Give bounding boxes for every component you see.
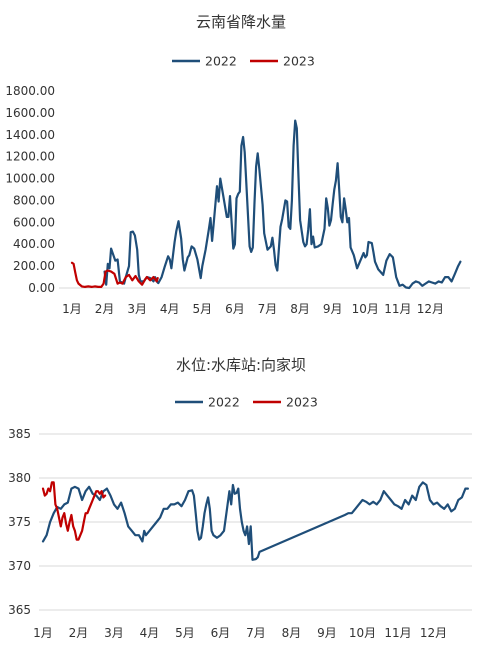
series-line-2022 <box>41 481 469 561</box>
x-tick-label: 12月 <box>417 302 444 316</box>
x-tick-label: 8月 <box>282 626 302 640</box>
legend-label-2022: 2022 <box>208 395 240 410</box>
y-tick-label: 800.00 <box>13 193 55 207</box>
series-line-2023 <box>41 481 107 541</box>
x-tick-label: 5月 <box>175 626 195 640</box>
precipitation-chart: 云南省降水量 2022 2023 1800.00 1600.00 1400.00 12… <box>5 13 470 316</box>
x-tick-label: 4月 <box>160 302 180 316</box>
x-tick-label: 1月 <box>33 626 53 640</box>
y-tick-label: 375 <box>8 515 31 529</box>
series-line-2022 <box>103 119 462 290</box>
legend: 2022 2023 <box>172 54 315 69</box>
x-tick-label: 12月 <box>420 626 447 640</box>
legend: 2022 2023 <box>175 395 318 410</box>
x-axis: 1月 2月 3月 4月 5月 6月 7月 8月 9月 10月 11月 12月 <box>62 302 444 316</box>
x-tick-label: 11月 <box>384 626 411 640</box>
x-tick-label: 10月 <box>349 626 376 640</box>
chart-title: 水位:水库站:向家坝 <box>176 356 306 374</box>
x-tick-label: 9月 <box>323 302 343 316</box>
y-tick-label: 380 <box>8 471 31 485</box>
x-tick-label: 4月 <box>140 626 160 640</box>
y-tick-label: 385 <box>8 427 31 441</box>
x-tick-label: 2月 <box>69 626 89 640</box>
y-tick-label: 1600.00 <box>5 106 55 120</box>
x-tick-label: 2月 <box>95 302 115 316</box>
y-tick-label: 370 <box>8 559 31 573</box>
x-tick-label: 6月 <box>225 302 245 316</box>
x-tick-label: 9月 <box>317 626 337 640</box>
x-tick-label: 3月 <box>127 302 147 316</box>
y-tick-label: 0.00 <box>28 281 55 295</box>
legend-label-2022: 2022 <box>205 54 237 69</box>
x-axis: 1月 2月 3月 4月 5月 6月 7月 8月 9月 10月 11月 12月 <box>33 626 447 640</box>
y-tick-label: 365 <box>8 603 31 617</box>
y-tick-label: 1000.00 <box>5 172 55 186</box>
water-level-chart: 水位:水库站:向家坝 2022 2023 385 380 375 370 365 1月 2… <box>8 356 472 640</box>
plot-area <box>70 119 462 290</box>
x-tick-label: 7月 <box>246 626 266 640</box>
x-tick-label: 7月 <box>258 302 278 316</box>
y-axis: 385 380 375 370 365 <box>8 427 31 617</box>
x-tick-label: 10月 <box>352 302 379 316</box>
legend-label-2023: 2023 <box>283 54 315 69</box>
x-tick-label: 5月 <box>193 302 213 316</box>
y-tick-label: 1400.00 <box>5 128 55 142</box>
y-axis: 1800.00 1600.00 1400.00 1200.00 1000.00 800.0… <box>5 84 55 295</box>
plot-area <box>41 481 469 561</box>
gridlines <box>39 433 472 611</box>
y-tick-label: 1200.00 <box>5 150 55 164</box>
y-tick-label: 1800.00 <box>5 84 55 98</box>
x-tick-label: 8月 <box>290 302 310 316</box>
y-tick-label: 400.00 <box>13 237 55 251</box>
x-tick-label: 11月 <box>384 302 411 316</box>
y-tick-label: 600.00 <box>13 215 55 229</box>
y-tick-label: 200.00 <box>13 259 55 273</box>
x-tick-label: 3月 <box>104 626 124 640</box>
chart-title: 云南省降水量 <box>196 13 286 31</box>
x-tick-label: 1月 <box>62 302 82 316</box>
series-line-2023 <box>70 261 159 288</box>
legend-label-2023: 2023 <box>286 395 318 410</box>
x-tick-label: 6月 <box>211 626 231 640</box>
